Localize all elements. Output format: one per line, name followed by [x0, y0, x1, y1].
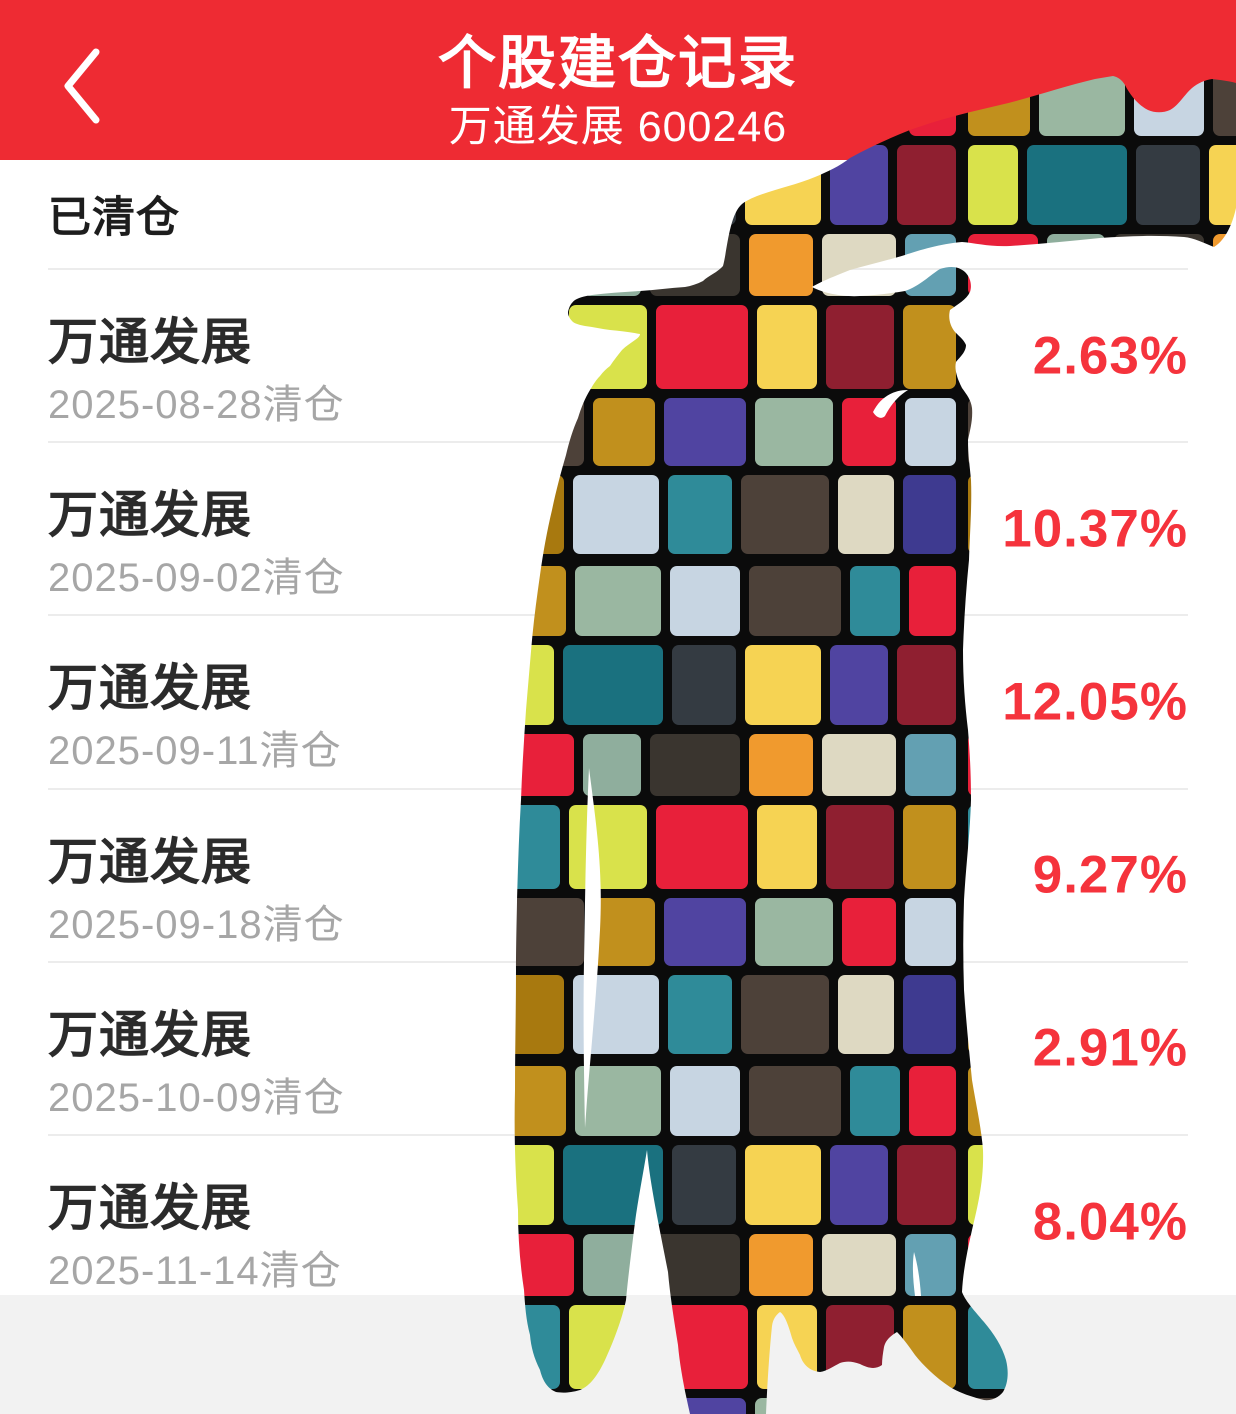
- stock-name: 万通发展: [48, 487, 252, 544]
- stock-name: 万通发展: [48, 660, 252, 717]
- page-title: 个股建仓记录: [437, 31, 798, 96]
- stock-name: 万通发展: [48, 1179, 252, 1236]
- return-percent: 2.91%: [1032, 1018, 1188, 1078]
- nav-header: 个股建仓记录 万通发展 600246: [0, 0, 1236, 160]
- position-row[interactable]: 万通发展 2025-10-09清仓 2.91%: [48, 960, 1188, 1134]
- position-row[interactable]: 万通发展 2025-09-02清仓 10.37%: [48, 441, 1188, 614]
- page-subtitle: 万通发展 600246: [448, 103, 788, 151]
- return-percent: 10.37%: [1002, 499, 1188, 559]
- stock-name: 万通发展: [48, 833, 252, 890]
- clear-date: 2025-09-02清仓: [48, 556, 345, 601]
- clear-date: 2025-10-09清仓: [48, 1075, 345, 1120]
- return-percent: 2.63%: [1032, 326, 1188, 386]
- clear-date: 2025-09-18清仓: [48, 902, 345, 947]
- return-percent: 8.04%: [1032, 1192, 1188, 1252]
- clear-date: 2025-11-14清仓: [48, 1248, 342, 1293]
- position-row[interactable]: 万通发展 2025-08-28清仓 2.63%: [48, 268, 1188, 441]
- stock-name: 万通发展: [48, 1006, 252, 1063]
- position-row[interactable]: 万通发展 2025-09-11清仓 12.05%: [48, 614, 1188, 787]
- chevron-left-icon: [64, 48, 100, 124]
- back-button[interactable]: [56, 44, 110, 128]
- return-percent: 9.27%: [1032, 845, 1188, 905]
- position-row[interactable]: 万通发展 2025-09-18清仓 9.27%: [48, 787, 1188, 961]
- position-list: 万通发展 2025-08-28清仓 2.63% 万通发展 2025-09-02清…: [0, 268, 1236, 1307]
- clear-date: 2025-09-11清仓: [48, 729, 342, 774]
- stock-name: 万通发展: [48, 314, 252, 370]
- section-label-cleared: 已清仓: [48, 194, 180, 242]
- return-percent: 12.05%: [1002, 672, 1188, 732]
- clear-date: 2025-08-28清仓: [48, 383, 345, 427]
- position-row[interactable]: 万通发展 2025-11-14清仓 8.04%: [48, 1133, 1188, 1307]
- footer-band: [0, 1295, 1236, 1414]
